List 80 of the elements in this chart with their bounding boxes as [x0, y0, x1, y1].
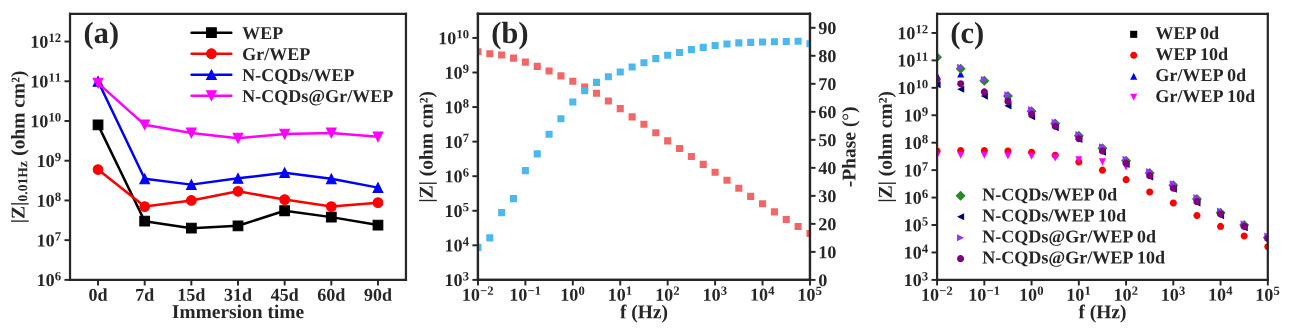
y-axis-title: |Z|$_{0.01Hz}$ (ohm cm²): [11, 71, 29, 222]
y2-tick-label: 80: [818, 50, 836, 63]
y-tick-label: 10$^{9}$: [445, 64, 469, 79]
legend-label: N-CQDs/WEP 10d: [982, 208, 1126, 225]
x-tick-label: 10$^{−1}$: [510, 286, 541, 301]
legend-label: WEP 0d: [1155, 26, 1219, 40]
x-tick-label: 10$^{3}$: [1162, 286, 1185, 301]
x-tick-label: 31d: [224, 288, 252, 301]
legend-label: N-CQDs/WEP 0d: [982, 187, 1117, 204]
x-tick-label: 45d: [270, 288, 299, 301]
x-tick-label: 10$^{2}$: [1114, 286, 1138, 301]
legend-label: Gr/WEP: [243, 48, 310, 61]
x-tick-label: 60d: [317, 288, 346, 301]
y-tick-label: 10$^{9}$: [905, 107, 928, 122]
x-tick-label: 10$^{5}$: [1256, 286, 1280, 301]
x-tick-label: 10$^{1}$: [609, 286, 632, 301]
x-tick-label: 10$^{−2}$: [463, 286, 494, 301]
y-axis-title: |Z| (ohm cm²): [419, 91, 437, 202]
y-tick-label: 10$^{10}$: [898, 79, 928, 95]
y-tick-label: 10$^{5}$: [905, 217, 928, 232]
x-axis-title: Immersion time: [172, 304, 304, 319]
y-tick-label: 10$^{7}$: [905, 162, 928, 177]
x-axis-title: f (Hz): [620, 304, 668, 323]
x-tick-label: 10$^{1}$: [1067, 286, 1091, 301]
y2-tick-label: 30: [818, 190, 836, 203]
y2-tick-label: 0: [819, 274, 827, 287]
y-axis-title: |Z| (ohm cm²): [878, 91, 896, 202]
y2-tick-label: 70: [819, 78, 836, 91]
y-tick-label: 10$^{10}$: [31, 112, 61, 128]
annotation: (b): [492, 21, 528, 50]
y-tick-label: 10$^{8}$: [445, 99, 469, 114]
x-tick-label: 10$^{−1}$: [969, 286, 1000, 301]
y-tick-label: 10$^{6}$: [38, 271, 61, 287]
legend-label: WEP 10d: [1155, 47, 1228, 61]
legend-label: N-CQDs@Gr/WEP 10d: [982, 250, 1165, 267]
y2-tick-label: 40: [818, 162, 836, 175]
y-tick-label: 10$^{3}$: [905, 271, 928, 287]
y-tick-label: 10$^{11}$: [898, 52, 928, 67]
legend-label: N-CQDs/WEP: [242, 69, 354, 84]
y2-tick-label: 20: [819, 218, 836, 231]
y-tick-label: 10$^{12}$: [898, 24, 928, 40]
annotation: (a): [84, 21, 118, 50]
x-tick-label: 10$^{0}$: [1020, 286, 1044, 301]
y-tick-label: 10$^{10}$: [439, 29, 469, 45]
y-tick-label: 10$^{12}$: [31, 33, 61, 48]
x-tick-label: 0d: [89, 288, 108, 301]
annotation: (c): [951, 21, 983, 50]
y2-tick-label: 50: [819, 134, 836, 147]
legend-label: N-CQDs@Gr/WEP 0d: [982, 229, 1156, 246]
y-tick-label: 10$^{8}$: [905, 134, 928, 150]
x-tick-label: 10$^{−2}$: [922, 286, 953, 301]
y2-tick-label: 10: [819, 246, 836, 259]
y-tick-label: 10$^{4}$: [905, 244, 928, 259]
y-tick-label: 10$^{7}$: [445, 133, 469, 149]
x-tick-label: 10$^{3}$: [704, 286, 727, 301]
x-tick-label: 10$^{4}$: [1209, 286, 1233, 301]
y-tick-label: 10$^{3}$: [445, 271, 469, 287]
x-tick-label: 10$^{0}$: [561, 286, 585, 301]
legend-label: Gr/WEP 0d: [1156, 68, 1246, 82]
y2-tick-label: 90: [818, 22, 836, 35]
y-tick-label: 10$^{7}$: [38, 232, 61, 247]
y-tick-label: 10$^{5}$: [445, 202, 469, 218]
y-tick-label: 10$^{9}$: [38, 152, 61, 168]
y-tick-label: 10$^{6}$: [445, 168, 469, 183]
y-tick-label: 10$^{11}$: [31, 73, 61, 88]
legend-label: N-CQDs@Gr/WEP: [242, 90, 393, 106]
x-tick-label: 7d: [136, 288, 155, 301]
x-tick-label: 10$^{4}$: [751, 286, 775, 301]
x-tick-label: 10$^{2}$: [656, 286, 680, 301]
y-tick-label: 10$^{4}$: [445, 237, 469, 252]
x-tick-label: 10$^{5}$: [798, 286, 822, 301]
x-tick-label: 90d: [364, 288, 392, 301]
y-tick-label: 10$^{6}$: [905, 189, 928, 204]
y2-axis-title: -Phase (°): [841, 107, 860, 187]
x-tick-label: 15d: [178, 288, 206, 301]
x-axis-title: f (Hz): [1078, 304, 1126, 323]
y2-tick-label: 60: [818, 106, 836, 119]
legend-label: WEP: [242, 27, 283, 40]
y-tick-label: 10$^{8}$: [38, 192, 61, 207]
legend-label: Gr/WEP 10d: [1156, 89, 1255, 103]
